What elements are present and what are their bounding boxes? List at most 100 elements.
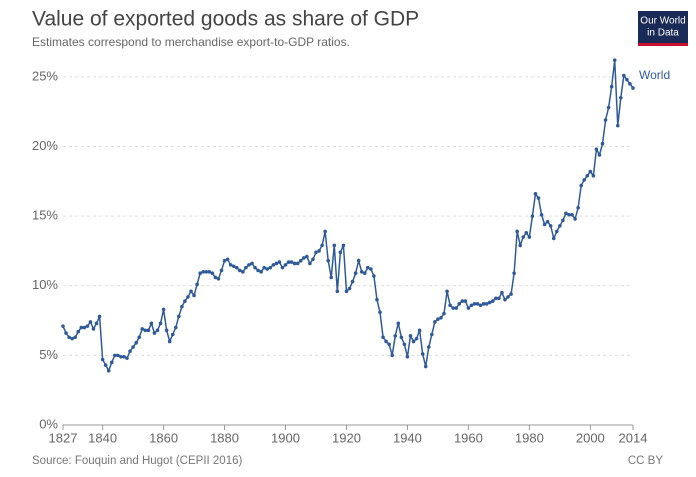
x-tick-label: 1860 bbox=[149, 430, 178, 445]
data-point bbox=[463, 299, 468, 303]
y-tick-label: 5% bbox=[39, 347, 58, 362]
data-point bbox=[103, 363, 108, 367]
data-point bbox=[481, 302, 486, 306]
data-point bbox=[305, 254, 309, 259]
data-point bbox=[97, 314, 102, 319]
data-point bbox=[396, 321, 401, 326]
x-tick-label: 1920 bbox=[332, 430, 361, 445]
data-point bbox=[603, 118, 608, 122]
data-point bbox=[180, 304, 184, 309]
logo-box bbox=[638, 11, 688, 46]
data-point bbox=[564, 211, 568, 216]
data-point bbox=[122, 354, 126, 359]
data-point bbox=[619, 95, 623, 100]
data-point bbox=[137, 335, 142, 340]
data-point bbox=[353, 271, 358, 276]
data-point bbox=[119, 354, 123, 359]
x-tick-label: 2014 bbox=[619, 430, 648, 445]
data-point bbox=[350, 279, 355, 284]
data-point bbox=[244, 265, 248, 270]
data-point bbox=[509, 292, 513, 296]
data-point bbox=[426, 345, 431, 349]
data-point bbox=[323, 229, 327, 234]
data-point bbox=[475, 302, 480, 306]
data-point bbox=[228, 263, 233, 267]
data-point bbox=[113, 353, 117, 358]
data-point bbox=[216, 276, 221, 281]
data-point bbox=[369, 267, 373, 271]
data-point bbox=[399, 335, 404, 340]
data-point bbox=[433, 320, 437, 324]
data-point bbox=[155, 328, 160, 333]
y-tick-label: 15% bbox=[32, 208, 58, 223]
data-point bbox=[286, 260, 291, 264]
data-point bbox=[317, 249, 321, 253]
data-point bbox=[567, 212, 571, 217]
data-point bbox=[579, 183, 583, 188]
data-point bbox=[262, 265, 266, 270]
data-point bbox=[609, 84, 614, 89]
data-point bbox=[237, 268, 242, 273]
x-tick-label: 1840 bbox=[88, 430, 117, 445]
data-point bbox=[420, 352, 425, 356]
data-point bbox=[94, 321, 99, 326]
data-point bbox=[280, 265, 285, 270]
x-tick-label: 1980 bbox=[515, 430, 544, 445]
data-point bbox=[411, 339, 416, 344]
data-point bbox=[152, 331, 157, 335]
data-point bbox=[143, 328, 148, 333]
y-tick-label: 25% bbox=[32, 68, 58, 83]
data-point bbox=[207, 270, 212, 274]
data-point bbox=[88, 320, 93, 324]
data-point bbox=[274, 261, 279, 266]
data-point bbox=[146, 328, 151, 333]
data-point bbox=[265, 267, 270, 271]
data-point bbox=[140, 327, 145, 331]
data-point bbox=[320, 243, 324, 248]
data-point bbox=[302, 256, 306, 260]
data-point bbox=[241, 270, 245, 274]
data-point bbox=[73, 335, 77, 340]
data-point bbox=[490, 299, 495, 303]
data-point bbox=[631, 86, 635, 90]
data-point bbox=[186, 295, 190, 299]
chart-title: Value of exported goods as share of GDP bbox=[32, 8, 419, 31]
data-point bbox=[161, 307, 166, 312]
data-point bbox=[521, 235, 526, 239]
data-point bbox=[554, 229, 559, 234]
data-point bbox=[82, 325, 87, 330]
data-point bbox=[308, 261, 312, 266]
data-point bbox=[469, 303, 474, 308]
data-point bbox=[204, 270, 209, 274]
data-point bbox=[466, 306, 471, 310]
data-point bbox=[366, 265, 370, 270]
data-point bbox=[445, 289, 449, 294]
data-point bbox=[615, 123, 620, 128]
data-point bbox=[85, 324, 90, 328]
data-point bbox=[454, 306, 459, 310]
source: Source: Fouquin and Hugot (CEPII 2016) bbox=[32, 455, 242, 467]
series-label: World bbox=[639, 68, 670, 82]
data-point bbox=[527, 235, 532, 239]
data-point bbox=[405, 354, 410, 359]
data-point bbox=[289, 260, 294, 264]
data-point bbox=[390, 353, 394, 358]
x-tick-label: 1900 bbox=[271, 430, 300, 445]
data-point bbox=[384, 339, 388, 344]
data-point bbox=[515, 229, 519, 234]
data-point bbox=[338, 250, 343, 255]
data-point bbox=[76, 329, 81, 334]
data-point bbox=[335, 289, 340, 294]
data-point bbox=[91, 327, 96, 331]
chart-subtitle: Estimates correspond to merchandise expo… bbox=[32, 35, 350, 49]
data-point bbox=[314, 250, 318, 255]
data-point bbox=[622, 73, 626, 78]
data-point bbox=[332, 243, 337, 248]
data-point bbox=[356, 258, 361, 263]
data-point bbox=[417, 328, 422, 333]
data-point bbox=[222, 258, 227, 263]
x-tick-label: 1960 bbox=[454, 430, 483, 445]
data-point bbox=[570, 212, 574, 217]
data-point bbox=[408, 334, 413, 338]
